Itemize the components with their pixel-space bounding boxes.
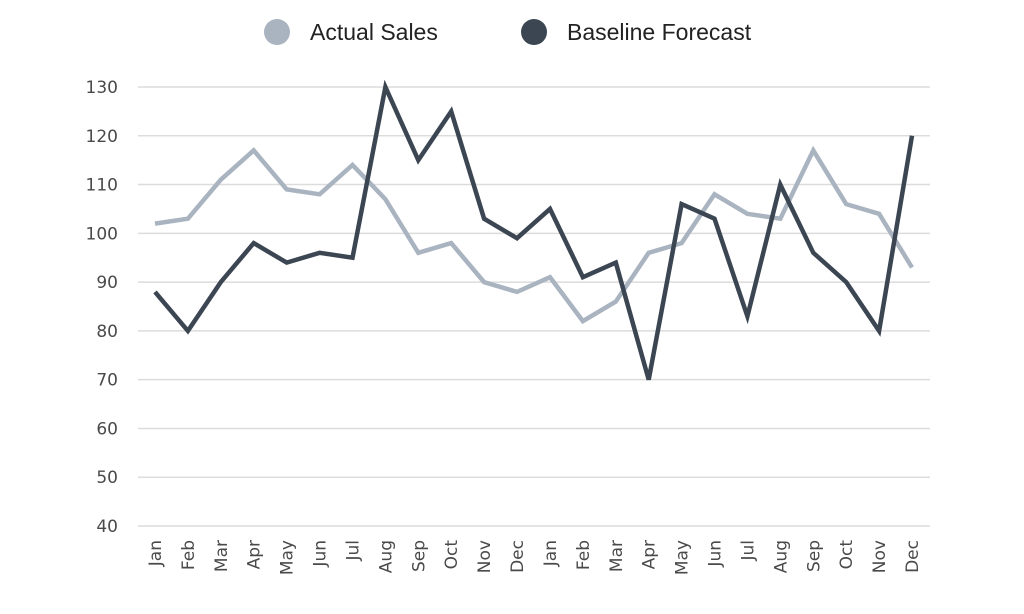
- series-line-baseline-forecast: [153, 79, 915, 381]
- legend-item-baseline-forecast[interactable]: Baseline Forecast: [521, 14, 751, 50]
- y-tick-label-130: 130: [86, 78, 118, 98]
- y-tick-label-110: 110: [86, 176, 118, 196]
- x-tick-label-14: Mar: [607, 540, 627, 572]
- x-tick-label-23: Dec: [903, 540, 923, 573]
- legend-label-baseline-forecast: Baseline Forecast: [567, 18, 752, 45]
- x-tick-label-8: Sep: [409, 540, 429, 572]
- x-tick-label-15: Apr: [640, 540, 660, 569]
- x-tick-label-10: Nov: [475, 540, 495, 573]
- legend: Actual Sales Baseline Forecast: [0, 14, 1024, 50]
- x-tick-label-2: Mar: [212, 540, 232, 572]
- x-tick-label-20: Sep: [804, 540, 824, 572]
- x-tick-label-16: May: [673, 540, 693, 575]
- x-tick-label-17: Jun: [706, 540, 726, 568]
- x-tick-label-21: Oct: [837, 540, 857, 570]
- x-tick-label-4: May: [278, 540, 298, 575]
- legend-item-actual-sales[interactable]: Actual Sales: [264, 14, 438, 50]
- legend-label-actual-sales: Actual Sales: [310, 18, 438, 45]
- y-tick-label-60: 60: [96, 419, 118, 439]
- y-tick-label-90: 90: [96, 273, 118, 293]
- y-tick-label-40: 40: [96, 517, 118, 537]
- x-tick-label-22: Nov: [870, 540, 890, 573]
- x-tick-label-11: Dec: [508, 540, 528, 573]
- x-tick-label-6: Jul: [343, 540, 363, 562]
- y-axis: 40 50 60 70 80 90 100 110 120 130: [86, 78, 118, 537]
- x-tick-label-5: Jun: [311, 540, 331, 568]
- x-axis: Jan Feb Mar Apr May Jun Jul Aug Sep Oct Nov Dec Jan F…: [146, 540, 923, 575]
- x-tick-label-9: Oct: [442, 540, 462, 570]
- x-tick-label-0: Jan: [146, 540, 166, 567]
- x-tick-label-3: Apr: [245, 540, 265, 569]
- x-tick-label-12: Jan: [541, 540, 561, 567]
- legend-marker-baseline-forecast: [521, 19, 547, 45]
- y-tick-label-80: 80: [96, 322, 118, 342]
- y-tick-label-50: 50: [96, 468, 118, 488]
- y-tick-label-120: 120: [86, 127, 118, 147]
- x-tick-label-1: Feb: [179, 540, 199, 570]
- x-tick-label-13: Feb: [574, 540, 594, 570]
- legend-marker-actual-sales: [264, 19, 290, 45]
- y-tick-label-70: 70: [96, 371, 118, 391]
- x-tick-label-19: Aug: [771, 540, 791, 573]
- series-line-actual-sales: [154, 145, 914, 325]
- series-lines: [153, 79, 915, 381]
- y-tick-label-100: 100: [86, 224, 118, 244]
- x-tick-label-18: Jul: [738, 540, 758, 562]
- x-tick-label-7: Aug: [376, 540, 396, 573]
